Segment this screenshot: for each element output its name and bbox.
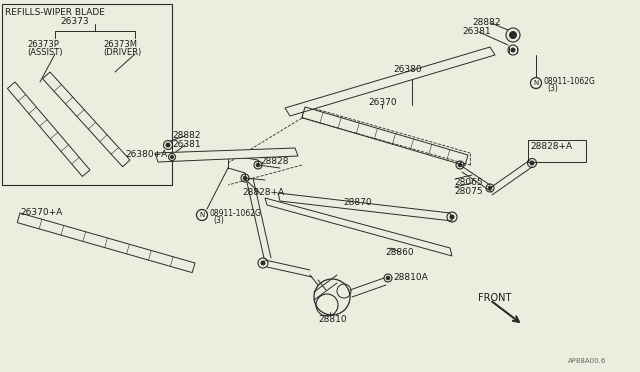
Text: 28810A: 28810A [393,273,428,282]
Circle shape [166,143,170,147]
Text: 28828: 28828 [260,157,289,166]
Circle shape [243,176,247,180]
Text: (3): (3) [213,216,224,225]
Circle shape [450,215,454,219]
Text: 28075: 28075 [454,187,483,196]
Text: (3): (3) [547,84,558,93]
Circle shape [509,32,516,38]
Text: AP88A00.6: AP88A00.6 [568,358,606,364]
Text: 26370+A: 26370+A [20,208,62,217]
Text: 28882: 28882 [472,18,500,27]
Text: 08911-1062G: 08911-1062G [543,77,595,86]
Text: 28828+A: 28828+A [530,142,572,151]
Text: 26373M: 26373M [103,40,137,49]
Circle shape [458,163,462,167]
Text: 26380+A: 26380+A [125,150,167,159]
Text: N: N [199,212,204,218]
Text: 28870: 28870 [343,198,372,207]
Text: 08911-1062G: 08911-1062G [209,209,261,218]
Circle shape [530,161,534,165]
Text: 28065: 28065 [454,178,483,187]
Bar [2,4,172,185]
Text: N: N [533,80,538,86]
Circle shape [170,155,173,158]
Text: 28828+A: 28828+A [242,188,284,197]
Text: 26373P: 26373P [27,40,59,49]
Text: 26373: 26373 [60,17,88,26]
Text: 28810: 28810 [318,315,347,324]
Text: 28860: 28860 [385,248,413,257]
Circle shape [261,261,265,265]
Text: (DRIVER): (DRIVER) [103,48,141,57]
Text: 26370: 26370 [368,98,397,107]
Circle shape [488,186,492,190]
Text: 26381: 26381 [172,140,200,149]
Text: 26380: 26380 [393,65,422,74]
Polygon shape [43,72,130,167]
Polygon shape [278,193,452,221]
Circle shape [256,163,260,167]
Text: 28882: 28882 [172,131,200,140]
Polygon shape [285,47,495,116]
Circle shape [511,48,515,52]
Text: 26381: 26381 [462,27,491,36]
Text: FRONT: FRONT [478,293,511,303]
Text: (ASSIST): (ASSIST) [27,48,63,57]
Text: REFILLS-WIPER BLADE: REFILLS-WIPER BLADE [5,8,105,17]
Circle shape [386,276,390,280]
Bar [528,140,586,162]
Polygon shape [155,148,298,162]
